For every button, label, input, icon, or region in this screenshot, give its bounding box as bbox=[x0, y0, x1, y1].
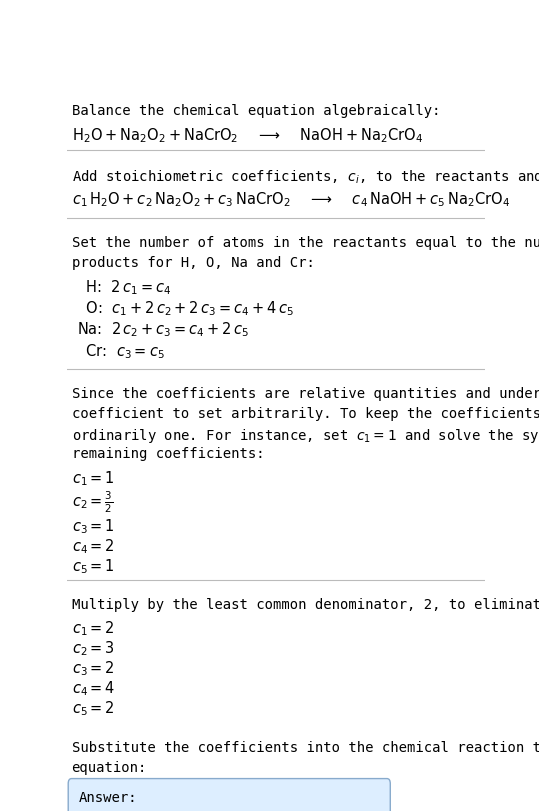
Text: $c_1 = 2$: $c_1 = 2$ bbox=[72, 619, 114, 637]
Text: $c_4 = 4$: $c_4 = 4$ bbox=[72, 679, 115, 697]
Text: equation:: equation: bbox=[72, 760, 147, 774]
Text: $c_2 = 3$: $c_2 = 3$ bbox=[72, 639, 114, 658]
Text: $c_3 = 2$: $c_3 = 2$ bbox=[72, 659, 114, 677]
Text: $c_2 = \frac{3}{2}$: $c_2 = \frac{3}{2}$ bbox=[72, 489, 113, 514]
Text: Cr:  $c_3 = c_5$: Cr: $c_3 = c_5$ bbox=[81, 341, 164, 360]
Text: $\mathrm{H_2O + Na_2O_2 + NaCrO_2}$  $\longrightarrow$  $\mathrm{NaOH + Na_2CrO_: $\mathrm{H_2O + Na_2O_2 + NaCrO_2}$ $\lo… bbox=[72, 126, 423, 144]
Text: Multiply by the least common denominator, 2, to eliminate fractional coefficient: Multiply by the least common denominator… bbox=[72, 598, 539, 611]
Text: Since the coefficients are relative quantities and underdetermined, choose a: Since the coefficients are relative quan… bbox=[72, 387, 539, 401]
Text: $c_4 = 2$: $c_4 = 2$ bbox=[72, 536, 114, 555]
Text: Add stoichiometric coefficients, $c_i$, to the reactants and products:: Add stoichiometric coefficients, $c_i$, … bbox=[72, 168, 539, 186]
Text: H:  $2\,c_1 = c_4$: H: $2\,c_1 = c_4$ bbox=[81, 278, 171, 297]
Text: remaining coefficients:: remaining coefficients: bbox=[72, 446, 264, 461]
FancyBboxPatch shape bbox=[68, 779, 390, 811]
Text: $c_5 = 1$: $c_5 = 1$ bbox=[72, 556, 114, 575]
Text: Set the number of atoms in the reactants equal to the number of atoms in the: Set the number of atoms in the reactants… bbox=[72, 235, 539, 249]
Text: products for H, O, Na and Cr:: products for H, O, Na and Cr: bbox=[72, 255, 314, 269]
Text: $c_1\,\mathrm{H_2O} + c_2\,\mathrm{Na_2O_2} + c_3\,\mathrm{NaCrO_2}$  $\longrigh: $c_1\,\mathrm{H_2O} + c_2\,\mathrm{Na_2O… bbox=[72, 191, 509, 209]
Text: $c_5 = 2$: $c_5 = 2$ bbox=[72, 699, 114, 718]
Text: coefficient to set arbitrarily. To keep the coefficients small, the arbitrary va: coefficient to set arbitrarily. To keep … bbox=[72, 406, 539, 420]
Text: O:  $c_1 + 2\,c_2 + 2\,c_3 = c_4 + 4\,c_5$: O: $c_1 + 2\,c_2 + 2\,c_3 = c_4 + 4\,c_5… bbox=[81, 299, 294, 318]
Text: $c_3 = 1$: $c_3 = 1$ bbox=[72, 517, 114, 535]
Text: ordinarily one. For instance, set $c_1 = 1$ and solve the system of equations fo: ordinarily one. For instance, set $c_1 =… bbox=[72, 427, 539, 444]
Text: Substitute the coefficients into the chemical reaction to obtain the balanced: Substitute the coefficients into the che… bbox=[72, 740, 539, 754]
Text: Na:  $2\,c_2 + c_3 = c_4 + 2\,c_5$: Na: $2\,c_2 + c_3 = c_4 + 2\,c_5$ bbox=[77, 320, 248, 339]
Text: Balance the chemical equation algebraically:: Balance the chemical equation algebraica… bbox=[72, 104, 440, 118]
Text: Answer:: Answer: bbox=[79, 790, 137, 804]
Text: $c_1 = 1$: $c_1 = 1$ bbox=[72, 469, 114, 487]
